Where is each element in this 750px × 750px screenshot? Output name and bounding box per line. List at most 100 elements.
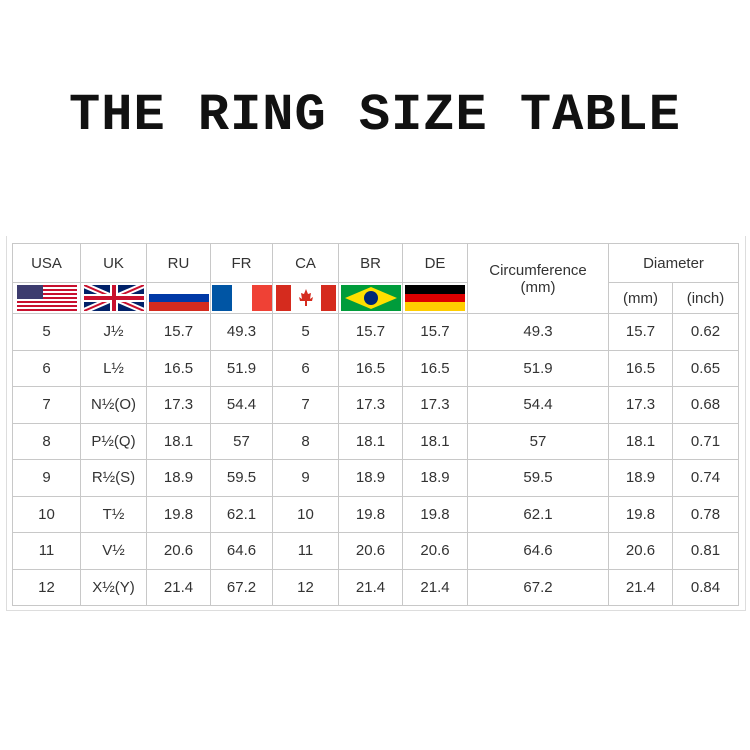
flag-cell: [12, 282, 81, 314]
header-cell: USA: [12, 243, 81, 283]
header-cell: UK: [80, 243, 147, 283]
table-cell: 15.7: [402, 313, 468, 351]
table-cell: 12: [272, 568, 339, 606]
table-cell: 17.3: [338, 386, 403, 424]
table-cell: 18.1: [608, 422, 673, 460]
table-cell: 57: [210, 422, 273, 460]
flag-usa: [16, 285, 77, 311]
table-cell: 19.8: [146, 495, 211, 533]
flag-cell: [272, 282, 339, 314]
header-cell: Circumference (mm): [467, 243, 609, 314]
table-cell: 20.6: [146, 532, 211, 570]
table-cell: 20.6: [402, 532, 468, 570]
table-cell: 57: [467, 422, 609, 460]
table-cell: 0.65: [672, 349, 739, 387]
table-cell: 9: [272, 459, 339, 497]
table-cell: 6: [12, 349, 81, 387]
table-cell: 11: [272, 532, 339, 570]
title: THE RING SIZE TABLE: [69, 86, 681, 145]
flag-cell: [402, 282, 468, 314]
table-cell: 20.6: [608, 532, 673, 570]
table-cell: 21.4: [402, 568, 468, 606]
table-cell: 59.5: [467, 459, 609, 497]
header-cell: RU: [146, 243, 211, 283]
table-cell: R½(S): [80, 459, 147, 497]
header-cell: DE: [402, 243, 468, 283]
table-cell: 67.2: [210, 568, 273, 606]
table-row: 6 L½ 16.5 51.9 6 16.5 16.5 51.9 16.5 0.65: [12, 349, 739, 387]
header-line: Circumference: [489, 261, 587, 279]
header-cell: CA: [272, 243, 339, 283]
table-cell: 19.8: [402, 495, 468, 533]
table-cell: 8: [12, 422, 81, 460]
table-cell: 18.1: [338, 422, 403, 460]
table-cell: 59.5: [210, 459, 273, 497]
table-cell: 5: [12, 313, 81, 351]
table-cell: 17.3: [402, 386, 468, 424]
table-cell: 0.74: [672, 459, 739, 497]
flag-cell: [146, 282, 211, 314]
table-cell: 18.9: [146, 459, 211, 497]
table-cell: 51.9: [467, 349, 609, 387]
flag-canada: [275, 285, 336, 311]
table-cell: 64.6: [210, 532, 273, 570]
header-cell: FR: [210, 243, 273, 283]
flag-russia: [148, 285, 209, 311]
table-cell: 51.9: [210, 349, 273, 387]
frame: [6, 236, 746, 611]
table-cell: 0.78: [672, 495, 739, 533]
table-cell: 15.7: [146, 313, 211, 351]
header-cell: (inch): [672, 282, 739, 314]
table-cell: 19.8: [608, 495, 673, 533]
table-cell: 9: [12, 459, 81, 497]
flag-germany: [405, 285, 465, 311]
table-cell: 18.9: [608, 459, 673, 497]
table-body: 5 J½ 15.7 49.3 5 15.7 15.7 49.3 15.7 0.62 6 L½ 16.5 5…: [12, 313, 739, 606]
table-cell: 0.68: [672, 386, 739, 424]
flag-brazil: [340, 285, 401, 311]
table-cell: P½(Q): [80, 422, 147, 460]
table-cell: 6: [272, 349, 339, 387]
table-cell: L½: [80, 349, 147, 387]
table-cell: 64.6: [467, 532, 609, 570]
table-row: 11 V½ 20.6 64.6 11 20.6 20.6 64.6 20.6 0.81: [12, 532, 739, 570]
table-cell: 10: [272, 495, 339, 533]
table-cell: 15.7: [608, 313, 673, 351]
table-cell: X½(Y): [80, 568, 147, 606]
flag-cell: [338, 282, 403, 314]
table-cell: 5: [272, 313, 339, 351]
header-line: (mm): [520, 278, 556, 296]
table-cell: 18.9: [338, 459, 403, 497]
ring-size-table: USA UK RU FR CA BR DE Circumference (mm) …: [12, 243, 739, 606]
table-cell: 21.4: [608, 568, 673, 606]
table-cell: 49.3: [467, 313, 609, 351]
table-cell: 16.5: [338, 349, 403, 387]
table-cell: 7: [272, 386, 339, 424]
table-cell: 0.81: [672, 532, 739, 570]
table-cell: J½: [80, 313, 147, 351]
table-cell: 17.3: [608, 386, 673, 424]
table-cell: 62.1: [210, 495, 273, 533]
table-cell: 0.84: [672, 568, 739, 606]
table-cell: 62.1: [467, 495, 609, 533]
table-cell: 16.5: [146, 349, 211, 387]
flag-france: [211, 285, 272, 311]
table-cell: 67.2: [467, 568, 609, 606]
table-cell: 49.3: [210, 313, 273, 351]
table-cell: 16.5: [608, 349, 673, 387]
header-cell: Diameter: [608, 243, 739, 283]
table-cell: 11: [12, 532, 81, 570]
table-cell: T½: [80, 495, 147, 533]
table-cell: 12: [12, 568, 81, 606]
table-row: 8 P½(Q) 18.1 57 8 18.1 18.1 57 18.1 0.71: [12, 422, 739, 460]
table-row: 5 J½ 15.7 49.3 5 15.7 15.7 49.3 15.7 0.62: [12, 313, 739, 351]
table-cell: 20.6: [338, 532, 403, 570]
table-cell: 7: [12, 386, 81, 424]
header-cell: (mm): [608, 282, 673, 314]
table-cell: 17.3: [146, 386, 211, 424]
table-row: 10 T½ 19.8 62.1 10 19.8 19.8 62.1 19.8 0.78: [12, 495, 739, 533]
table-cell: 21.4: [146, 568, 211, 606]
table-cell: 19.8: [338, 495, 403, 533]
table-cell: 18.1: [146, 422, 211, 460]
